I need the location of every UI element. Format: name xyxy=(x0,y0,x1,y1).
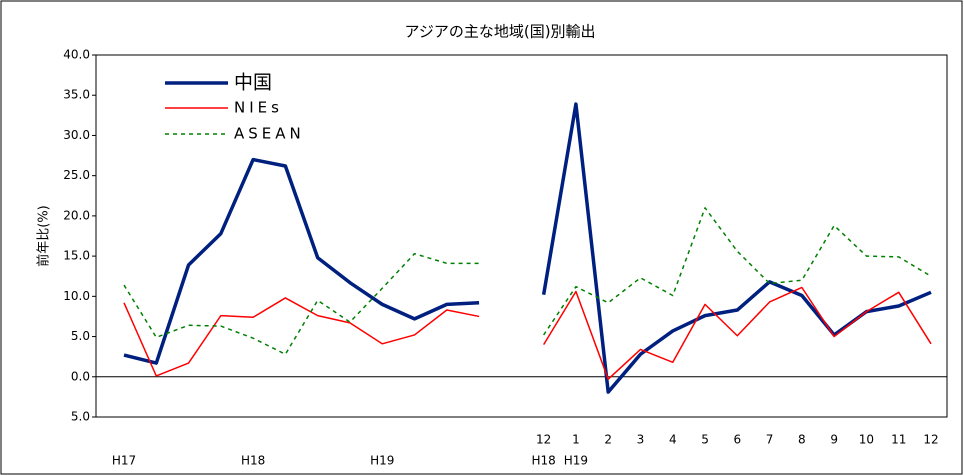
x-tick-label: 12 xyxy=(923,433,938,447)
chart-title: アジアの主な地域(国)別輸出 xyxy=(404,23,595,41)
x-tick-label: 11 xyxy=(891,433,906,447)
y-tick-label: 0.0 xyxy=(71,369,90,383)
x-tick-label: 1 xyxy=(572,433,580,447)
y-tick-label: 20.0 xyxy=(63,208,90,222)
x-tick-label: 8 xyxy=(798,433,806,447)
x-tick-label: 10 xyxy=(859,433,874,447)
legend-label: NIEs xyxy=(234,99,283,117)
period-label: H17 xyxy=(112,454,136,468)
y-tick-label: 35.0 xyxy=(63,88,90,102)
period-label: H18 xyxy=(241,454,265,468)
y-tick-label: 30.0 xyxy=(63,128,90,142)
y-tick-label: 40.0 xyxy=(63,48,90,62)
y-tick-label: 10.0 xyxy=(63,289,90,303)
legend-label: 中国 xyxy=(234,72,272,94)
legend-label: ASEAN xyxy=(234,125,305,143)
x-tick-label: 9 xyxy=(830,433,838,447)
period-label: H18 xyxy=(531,454,555,468)
y-tick-label: 5.0 xyxy=(71,329,90,343)
x-tick-label: 3 xyxy=(637,433,645,447)
period-label: H19 xyxy=(370,454,394,468)
x-tick-label: 7 xyxy=(766,433,774,447)
y-tick-label: 25.0 xyxy=(63,168,90,182)
y-tick-label: 15.0 xyxy=(63,249,90,263)
period-label: H19 xyxy=(564,454,588,468)
plot-frame xyxy=(95,54,948,418)
x-tick-label: 6 xyxy=(733,433,741,447)
series-line xyxy=(123,286,932,380)
x-tick-label: 2 xyxy=(604,433,612,447)
y-axis-label: 前年比(%) xyxy=(36,205,52,267)
x-tick-label: 4 xyxy=(669,433,677,447)
x-tick-label: 12 xyxy=(536,433,551,447)
x-tick-label: 5 xyxy=(701,433,709,447)
y-tick-label: 5.0 xyxy=(71,410,90,424)
series-line xyxy=(123,207,932,356)
